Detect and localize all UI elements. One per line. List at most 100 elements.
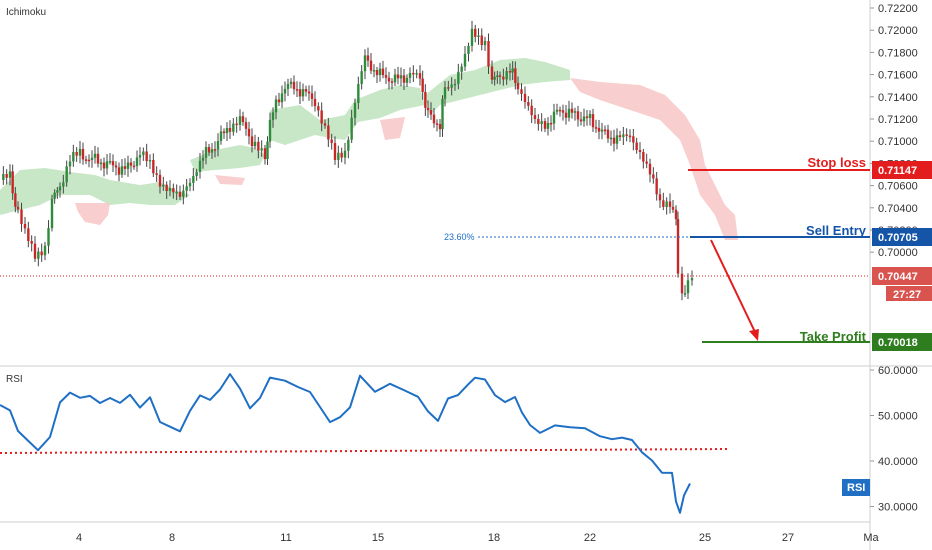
candle-body xyxy=(93,153,97,158)
candle-body xyxy=(320,110,323,124)
candle-body xyxy=(43,245,47,256)
candle-body xyxy=(477,35,480,37)
candle-body xyxy=(508,71,512,73)
candle-body xyxy=(188,182,192,187)
candle-body xyxy=(441,98,444,130)
candle-body xyxy=(540,121,543,125)
candle-body xyxy=(201,157,205,161)
candle-body xyxy=(567,108,571,118)
candle-body xyxy=(480,35,483,46)
candle-body xyxy=(505,71,508,80)
stop-loss-price: 0.71147 xyxy=(878,165,917,177)
candle-body xyxy=(635,142,638,150)
candle-body xyxy=(260,148,263,151)
candle-body xyxy=(310,93,314,99)
candle-body xyxy=(372,70,376,72)
candle-body xyxy=(123,166,127,169)
price-tick-label: 0.71000 xyxy=(878,136,918,148)
candle-body xyxy=(579,119,583,122)
candle-body xyxy=(168,188,172,191)
candle-body xyxy=(138,155,142,158)
take-profit-price-tag xyxy=(872,333,932,351)
candle-body xyxy=(247,128,251,137)
candle-body xyxy=(301,89,305,97)
candle-body xyxy=(603,129,607,132)
candle-body xyxy=(668,201,672,207)
candle-body xyxy=(467,45,470,54)
time-tick-label: 25 xyxy=(699,532,711,544)
candle-body xyxy=(415,73,418,75)
candle-body xyxy=(625,134,628,136)
candle-body xyxy=(606,129,610,139)
cloud-segment xyxy=(380,117,405,140)
price-tick-label: 0.71800 xyxy=(878,47,918,59)
candle-body xyxy=(421,78,424,92)
rsi-pane-indicator-label: RSI xyxy=(6,374,23,385)
candle-body xyxy=(369,60,373,71)
candle-body xyxy=(366,55,370,61)
candle-body xyxy=(537,118,540,125)
candle-body xyxy=(426,107,430,111)
candle-body xyxy=(573,111,577,113)
candle-body xyxy=(152,159,155,174)
candle-body xyxy=(460,66,463,72)
candle-body xyxy=(263,148,267,160)
candle-body xyxy=(87,159,91,162)
candle-body xyxy=(493,76,496,80)
rsi-tick-label: 60.0000 xyxy=(878,365,918,377)
candle-body xyxy=(148,159,152,162)
rsi-line xyxy=(0,373,691,514)
candle-body xyxy=(594,127,598,129)
candle-body xyxy=(323,123,327,126)
countdown-tag xyxy=(886,286,932,301)
candle-body xyxy=(232,123,235,132)
candle-body xyxy=(11,171,14,194)
rsi-tick-label: 30.0000 xyxy=(878,502,918,514)
candle-body xyxy=(47,228,50,246)
candle-body xyxy=(225,127,229,134)
candle-body xyxy=(257,141,260,151)
candle-body xyxy=(307,91,311,94)
candle-body xyxy=(552,111,556,124)
sell-entry-label: Sell Entry xyxy=(806,223,867,238)
cloud-segment xyxy=(75,203,110,225)
candle-body xyxy=(27,228,30,242)
candle-body xyxy=(114,165,118,168)
candle-body xyxy=(162,184,165,187)
price-tick-label: 0.72000 xyxy=(878,25,918,37)
candle-body xyxy=(463,53,467,67)
candle-body xyxy=(30,241,33,244)
time-tick-label: 22 xyxy=(584,532,596,544)
candle-body xyxy=(111,161,115,166)
candle-body xyxy=(23,223,27,229)
candle-body xyxy=(555,109,559,112)
cloud-segment xyxy=(425,58,570,115)
candle-body xyxy=(235,123,238,126)
candle-body xyxy=(363,55,367,72)
candle-body xyxy=(375,70,379,76)
candle-body xyxy=(96,153,100,164)
candle-body xyxy=(498,75,502,77)
candle-body xyxy=(20,209,23,224)
candle-body xyxy=(378,68,382,76)
candle-body xyxy=(158,174,162,187)
candle-body xyxy=(117,167,121,175)
candle-body xyxy=(238,116,242,125)
candle-body xyxy=(304,89,308,92)
take-profit-label: Take Profit xyxy=(800,329,867,344)
candle-body xyxy=(155,173,158,175)
candle-body xyxy=(182,190,185,197)
candle-body xyxy=(533,115,537,119)
candle-body xyxy=(483,40,487,46)
candle-body xyxy=(582,116,586,122)
candle-body xyxy=(447,87,450,89)
candle-body xyxy=(487,40,490,67)
candle-body xyxy=(676,219,680,274)
candle-body xyxy=(271,112,275,120)
candle-body xyxy=(435,123,439,125)
price-tick-label: 0.71600 xyxy=(878,70,918,82)
cloud-segment xyxy=(215,175,245,185)
candle-body xyxy=(81,148,85,160)
candle-body xyxy=(523,93,527,103)
time-tick-label: 11 xyxy=(280,532,291,544)
